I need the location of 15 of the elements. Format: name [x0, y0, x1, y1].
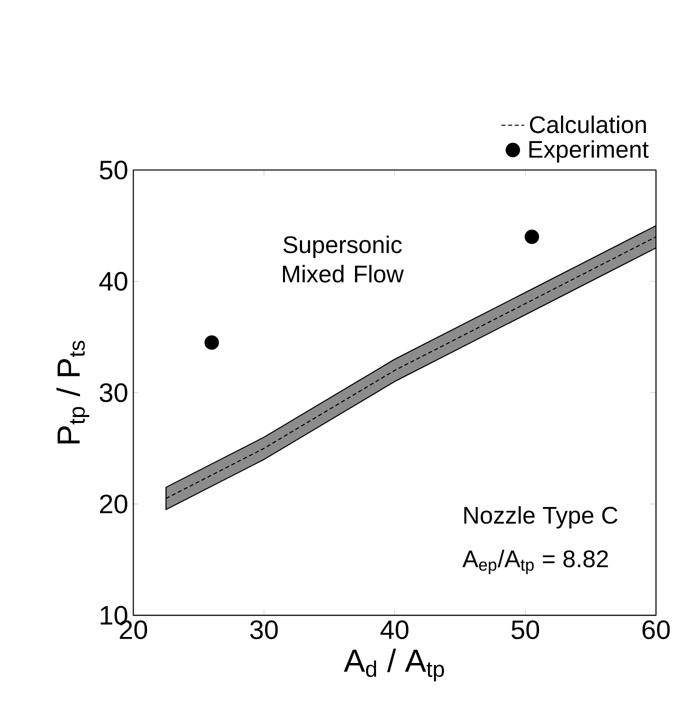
y-tick-label: 30 — [100, 383, 128, 402]
y-tick-label: 20 — [100, 494, 128, 514]
x-tick-label: 50 — [512, 620, 540, 640]
y-tick-label: 50 — [100, 160, 128, 180]
x-tick-label: 60 — [642, 620, 670, 640]
y-tick-label: 40 — [99, 272, 128, 291]
x-tick-label: 40 — [380, 620, 408, 640]
x-tick-label: 30 — [250, 620, 278, 640]
legend-label: Experiment — [529, 140, 649, 163]
annotation: Supersonic Mixed Flow — [283, 236, 404, 283]
y-axis-title: P$_{tp}$ / P$_{ts}$ — [56, 340, 90, 444]
x-axis-title: A$_{d}$ / A$_{tp}$ — [344, 648, 444, 682]
annotation: A$_{ep}$/A$_{tp}$ = 8.82 — [462, 550, 608, 574]
annotation: Nozzle Type C — [464, 506, 618, 529]
legend-label: Calculation — [530, 116, 646, 134]
